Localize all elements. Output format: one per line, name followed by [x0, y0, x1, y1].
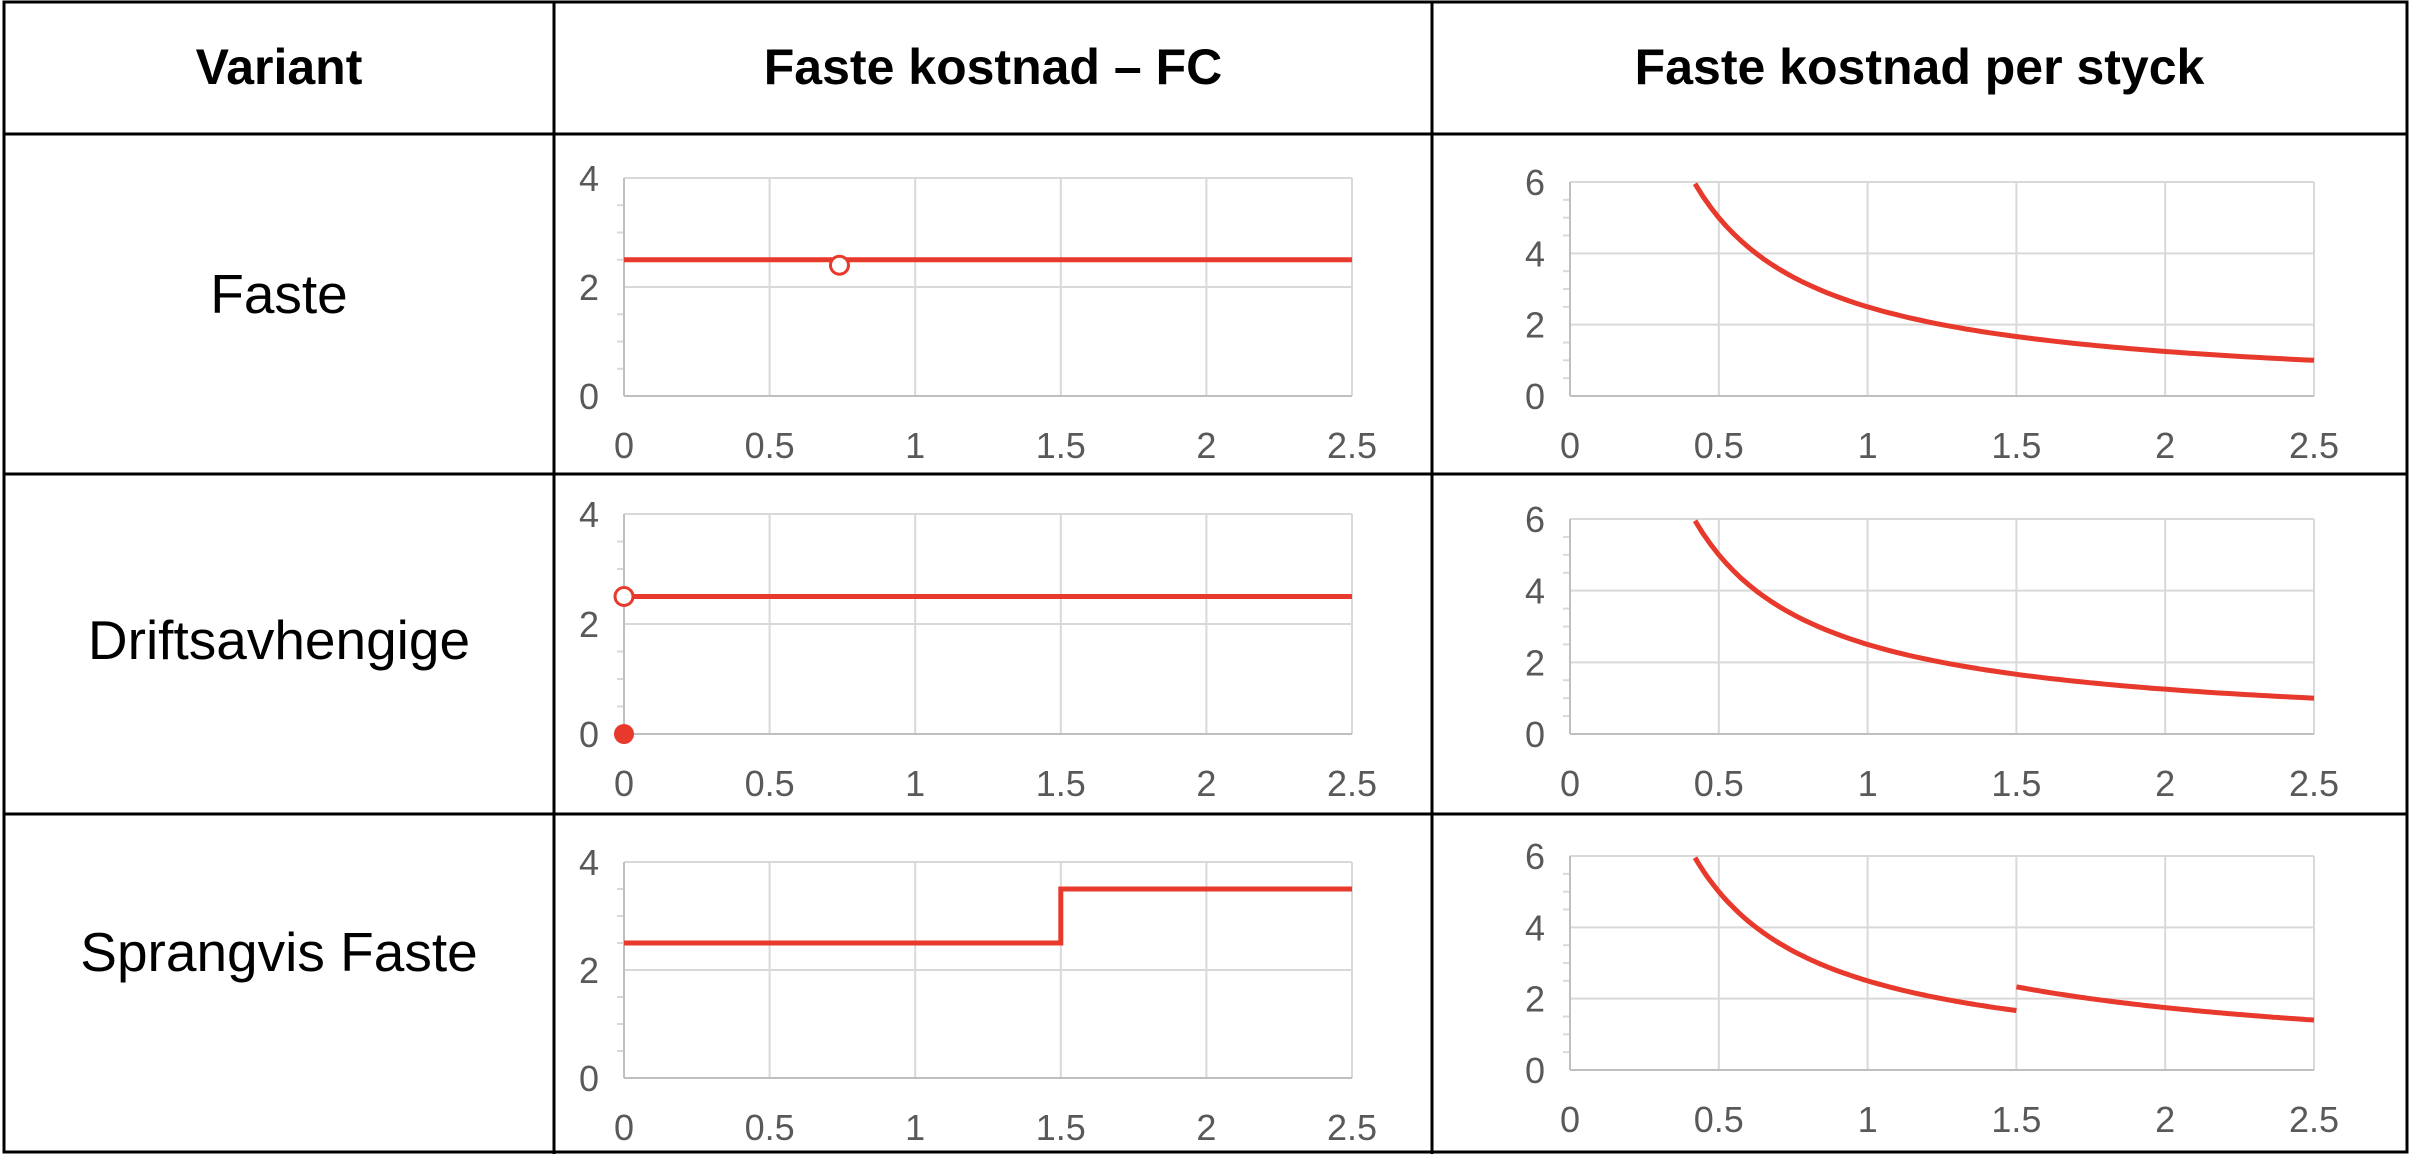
x-tick-label: 1: [905, 1107, 925, 1148]
y-tick-label: 4: [1525, 907, 1545, 948]
chart-6: 0 0.5 1 1.5 2 2.5 0 2 4 6: [1525, 836, 2339, 1140]
x-tick-label: 2: [2155, 763, 2175, 804]
x-tick-label: 1: [1858, 425, 1878, 466]
x-tick-label: 0.5: [1694, 425, 1744, 466]
y-tick-label: 6: [1525, 162, 1545, 203]
y-tick-label: 6: [1525, 499, 1545, 540]
y-tick-label: 2: [1525, 979, 1545, 1020]
series-line: [1692, 856, 2017, 1014]
open-point-marker: [828, 254, 850, 276]
x-tick-label: 1: [905, 763, 925, 804]
y-tick-label: 2: [579, 604, 599, 645]
chart-5: 0 0.5 1 1.5 2 2.5 0 2 4: [579, 842, 1377, 1148]
chart-2: 0 0.5 1 1.5 2 2.5 0 2 4 6: [1525, 162, 2339, 466]
series-line: [624, 886, 1352, 946]
x-tick-label: 0: [1560, 1099, 1580, 1140]
x-tick-label: 0: [1560, 763, 1580, 804]
x-tick-label: 2: [2155, 1099, 2175, 1140]
x-tick-label: 2.5: [2289, 1099, 2339, 1140]
x-tick-label: 2: [1196, 1107, 1216, 1148]
x-tick-label: 0.5: [745, 763, 795, 804]
x-tick-label: 1: [1858, 1099, 1878, 1140]
x-tick-label: 1: [905, 425, 925, 466]
x-tick-label: 1.5: [1991, 425, 2041, 466]
y-tick-label: 4: [1525, 571, 1545, 612]
x-tick-label: 0.5: [1694, 1099, 1744, 1140]
x-tick-label: 1.5: [1036, 763, 1086, 804]
y-tick-label: 2: [579, 267, 599, 308]
chart-3: 0 0.5 1 1.5 2 2.5 0 2 4: [579, 494, 1377, 804]
x-tick-label: 0: [614, 1107, 634, 1148]
y-tick-label: 0: [1525, 1050, 1545, 1091]
x-tick-label: 2.5: [1327, 1107, 1377, 1148]
row-label-sprangvis-faste: Sprangvis Faste: [80, 921, 478, 983]
x-tick-label: 1.5: [1036, 1107, 1086, 1148]
series-line: [2015, 984, 2315, 1023]
x-tick-label: 1.5: [1991, 1099, 2041, 1140]
series-line: [1692, 519, 2315, 701]
filled-point-marker: [614, 724, 634, 744]
x-tick-label: 0: [614, 763, 634, 804]
x-tick-label: 1: [1858, 763, 1878, 804]
header-faste-kostnad-per-styck: Faste kostnad per styck: [1634, 39, 2205, 95]
x-tick-label: 2.5: [2289, 425, 2339, 466]
series-line: [1692, 182, 2315, 363]
y-tick-label: 0: [579, 714, 599, 755]
y-tick-label: 6: [1525, 836, 1545, 877]
row-label-driftsavhengige: Driftsavhengige: [87, 609, 471, 671]
y-tick-label: 2: [579, 950, 599, 991]
x-tick-label: 1.5: [1036, 425, 1086, 466]
y-tick-label: 2: [1525, 305, 1545, 346]
y-tick-label: 2: [1525, 642, 1545, 683]
x-tick-label: 2: [1196, 425, 1216, 466]
x-tick-label: 0.5: [745, 425, 795, 466]
x-tick-label: 0: [1560, 425, 1580, 466]
x-tick-label: 2: [2155, 425, 2175, 466]
x-tick-label: 0.5: [1694, 763, 1744, 804]
y-tick-label: 0: [579, 376, 599, 417]
y-tick-label: 4: [579, 494, 599, 535]
x-tick-label: 2.5: [2289, 763, 2339, 804]
x-tick-label: 2.5: [1327, 763, 1377, 804]
y-tick-label: 4: [579, 842, 599, 883]
x-tick-label: 2: [1196, 763, 1216, 804]
chart-1: 0 0.5 1 1.5 2 2.5 0 2 4: [579, 158, 1377, 466]
header-variant: Variant: [195, 39, 363, 95]
open-point-marker: [613, 586, 635, 607]
y-tick-label: 0: [1525, 376, 1545, 417]
y-tick-label: 4: [1525, 233, 1545, 274]
y-tick-label: 0: [1525, 714, 1545, 755]
header-faste-kostnad-fc: Faste kostnad – FC: [763, 39, 1223, 95]
y-tick-label: 4: [579, 158, 599, 199]
chart-4: 0 0.5 1 1.5 2 2.5 0 2 4 6: [1525, 499, 2339, 804]
x-tick-label: 0: [614, 425, 634, 466]
x-tick-label: 1.5: [1991, 763, 2041, 804]
x-tick-label: 2.5: [1327, 425, 1377, 466]
x-tick-label: 0.5: [745, 1107, 795, 1148]
row-label-faste: Faste: [210, 263, 348, 325]
y-tick-label: 0: [579, 1058, 599, 1099]
